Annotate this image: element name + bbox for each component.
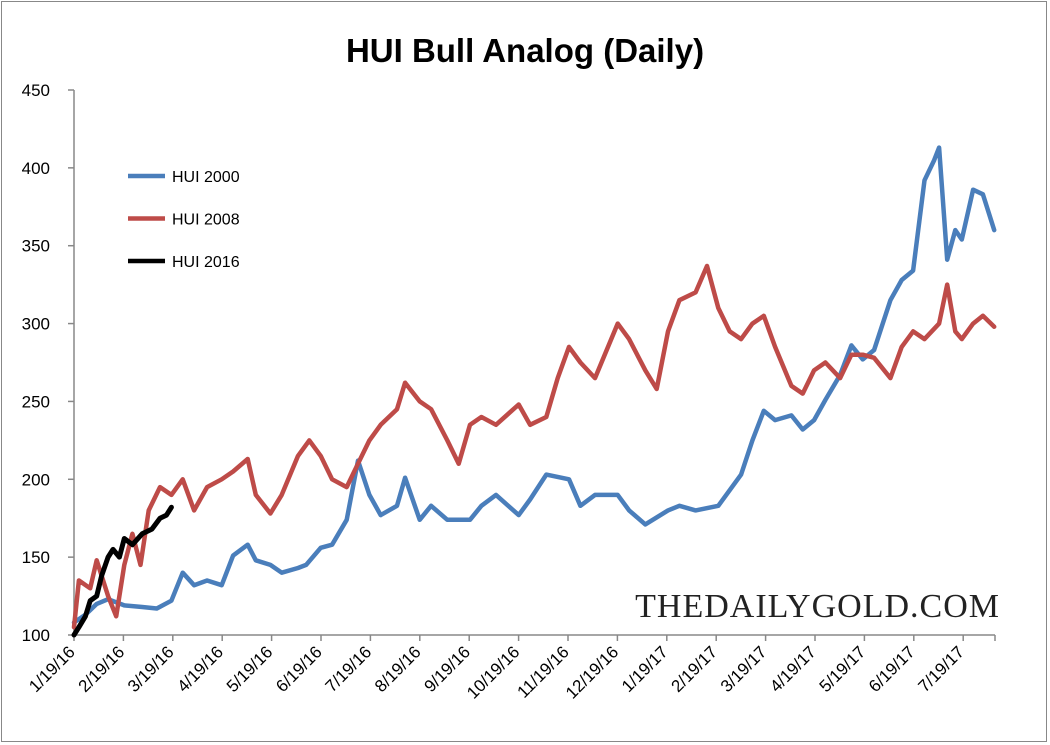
x-tick-label: 2/19/16 [75,642,129,696]
x-tick-label: 12/19/16 [562,642,622,702]
x-tick-label: 5/19/17 [816,642,870,696]
legend-label: HUI 2008 [172,212,240,229]
series-line-hui-2000 [71,145,997,625]
x-tick-label: 11/19/16 [513,642,572,701]
y-tick-label: 300 [22,315,50,334]
x-tick-label: 2/19/17 [667,642,721,696]
x-tick-label: 3/19/16 [124,642,178,696]
series-line-hui-2008 [71,263,997,630]
x-tick-label: 3/19/17 [717,642,771,696]
x-tick-label: 6/19/16 [272,642,326,696]
y-tick-label: 250 [22,392,50,411]
y-tick-label: 350 [22,237,50,256]
chart-title: HUI Bull Analog (Daily) [346,32,704,69]
y-tick-label: 450 [22,81,50,100]
y-tick-label: 200 [22,470,50,489]
legend-label: HUI 2016 [172,254,240,271]
y-tick-label: 100 [22,626,50,645]
y-tick-label: 150 [22,548,50,567]
x-tick-label: 7/19/17 [914,642,968,696]
x-tick-label: 8/19/16 [371,642,425,696]
x-tick-label: 1/19/17 [618,642,672,696]
x-tick-label: 10/19/16 [463,642,523,702]
x-tick-label: 5/19/16 [223,642,277,696]
x-tick-label: 7/19/16 [322,642,376,696]
watermark: THEDAILYGOLD.COM [635,588,1000,625]
x-tick-label: 1/19/16 [25,642,79,696]
x-tick-label: 6/19/17 [865,642,919,696]
y-tick-label: 400 [22,159,50,178]
x-tick-label: 4/19/16 [173,642,227,696]
legend-label: HUI 2000 [172,169,240,186]
x-tick-label: 4/19/17 [766,642,820,696]
series-line-hui-2016 [71,504,174,638]
